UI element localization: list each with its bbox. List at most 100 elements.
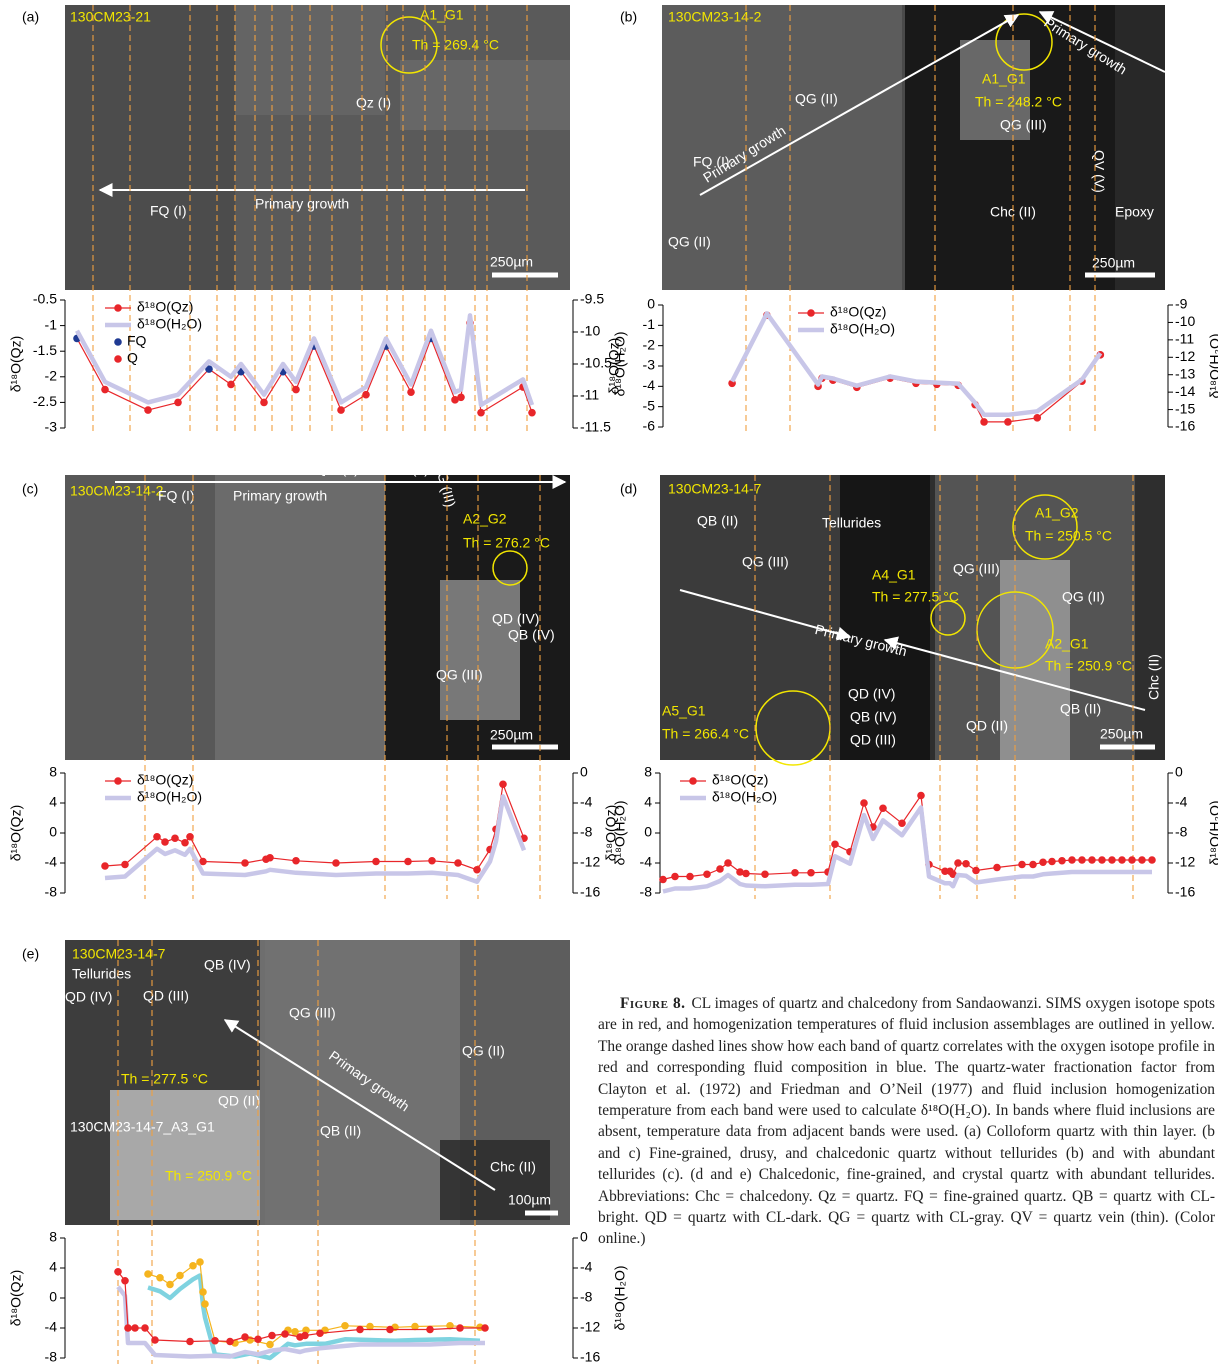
image-label: QB (IV) [850,709,897,725]
image-label: QB (II) [697,513,738,529]
y-tick-label: -4 [643,377,656,393]
y-tick-label: -4 [45,1319,58,1335]
data-point [141,1324,149,1332]
image-label: Th = 248.2 °C [975,94,1062,110]
image-label: QG (II) [668,234,711,250]
data-point [499,780,507,789]
y2-axis-label: δ¹⁸O(H₂O) [1207,800,1218,865]
data-point [166,1280,174,1289]
data-point [186,1337,194,1346]
image-region [440,1140,550,1220]
data-point [227,380,235,389]
y-tick-label: 0 [644,824,652,840]
data-point [101,385,109,394]
data-point [316,1329,324,1338]
data-point [1029,860,1037,869]
y2-tick-label: -12 [580,1319,600,1335]
chart: -6-5-4-3-2-10-16-15-14-13-12-11-10-9δ¹⁸O… [606,296,1218,434]
image-label: QG (II) [795,91,838,107]
image-label: QD (III) [143,988,189,1004]
image-label: Th = 250.9 °C [1045,658,1132,674]
data-point [993,863,1001,872]
data-point [454,859,462,867]
data-point [528,408,536,417]
panel-label: (b) [620,9,637,25]
y-tick-label: 8 [644,764,652,780]
y-tick-label: 4 [49,1259,57,1275]
data-line [104,783,525,871]
data-point [1108,856,1116,864]
legend-swatch [689,777,697,785]
image-label: Chc (II) [990,204,1036,220]
image-label: 250µm [490,254,533,270]
caption: Figure 8. CL images of quartz and chalced… [598,993,1215,1250]
data-point [1068,856,1076,864]
image-label: 130CM23-21 [70,9,151,25]
data-point [477,408,485,417]
legend-label: δ¹⁸O(H₂O) [137,316,202,332]
data-point [181,838,189,847]
data-point [451,396,459,404]
data-point [411,1322,419,1331]
data-point [144,406,152,414]
image-region [960,40,1030,140]
data-point [703,870,711,879]
y2-axis-label: δ¹⁸O(H₂O) [612,1265,628,1330]
data-point [268,1331,276,1340]
data-point [291,1327,299,1336]
data-point [153,832,161,841]
y-tick-label: -8 [45,884,58,900]
fluid-inclusion-outline [1012,494,1078,560]
panel-label: (c) [22,481,38,497]
data-point [954,859,962,867]
legend-swatch [807,309,815,317]
image-label: Chc (II) [383,461,429,477]
legend-label: δ¹⁸O(H₂O) [712,789,777,805]
image-region [840,475,930,760]
y-tick-label: 0 [49,1289,57,1305]
data-point [205,365,213,373]
data-point [1148,856,1156,864]
image-label: QD (IV) [848,686,895,702]
fluid-inclusion-outline [492,550,528,586]
data-point [1039,858,1047,867]
legend-swatch [114,355,122,363]
y2-tick-label: -8 [580,824,593,840]
data-line [662,805,1152,894]
y-tick-label: -2.5 [33,393,57,409]
image-region [400,60,570,130]
panel-label: (d) [620,481,637,497]
data-point [356,1325,364,1334]
growth-arrow [679,589,852,641]
image-label: Tellurides [822,515,881,531]
data-point [736,868,744,876]
y2-tick-label: -12 [580,854,600,870]
y2-tick-label: -4 [580,794,593,810]
y2-tick-label: -16 [1175,884,1195,900]
legend-swatch [114,304,122,312]
data-point [186,832,194,841]
data-point [372,857,380,866]
data-point [481,1324,489,1332]
panel: (d) 130CM23-14-7 QB (II) Tellurides A1_G2 Th … [620,475,1165,899]
caption-label: Figure 8. [620,995,686,1012]
data-point [426,1325,434,1334]
panel: (c) 130CM23-14-2FQ (I) Primary growth QG (I… [22,460,570,899]
data-point [807,868,815,877]
image-label: QB (IV) [508,627,555,643]
y-tick-label: -2 [45,368,58,384]
data-point [366,1322,374,1331]
y2-tick-label: -10 [1175,313,1195,329]
y2-tick-label: -8 [580,1289,593,1305]
image-label: 130CM23-14-7_A3_G1 [70,1119,215,1135]
panel: (a) 130CM23-21 A1_G1 Th = 269.4 °C Qz (I) Pri… [22,5,570,434]
y2-tick-label: -10 [580,323,600,339]
image-region [440,580,520,720]
data-point [266,853,274,862]
y-tick-label: -8 [45,1349,58,1365]
image-region [1115,5,1165,290]
data-point [301,1331,309,1340]
data-point [949,870,957,879]
